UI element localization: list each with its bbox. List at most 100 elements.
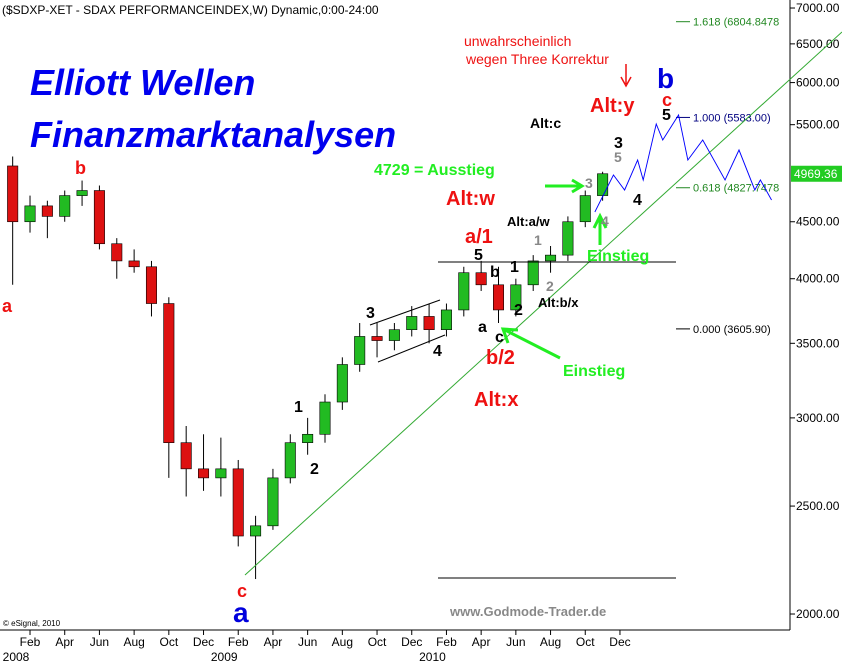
annotation: c bbox=[662, 90, 672, 110]
annotation: 1 bbox=[510, 259, 519, 276]
arrow bbox=[620, 64, 632, 88]
annotation: Einstieg bbox=[587, 248, 649, 265]
x-tick-label: Apr bbox=[55, 635, 74, 649]
candle-body bbox=[388, 329, 400, 341]
y-tick-label: 2000.00 bbox=[796, 607, 840, 621]
candle-body bbox=[145, 266, 157, 304]
y-tick-label: 6000.00 bbox=[796, 76, 840, 90]
annotation: b bbox=[490, 264, 500, 281]
projection-path bbox=[594, 113, 772, 213]
candle-body bbox=[250, 525, 262, 537]
annotation: a bbox=[2, 296, 13, 316]
x-tick-label: Apr bbox=[264, 635, 283, 649]
annotation: 4 bbox=[433, 343, 442, 360]
trend-line bbox=[244, 31, 842, 576]
candle-body bbox=[76, 190, 88, 196]
candle-body bbox=[579, 195, 591, 223]
annotation: 2 bbox=[310, 461, 319, 478]
annotation: 5 bbox=[614, 149, 622, 165]
annotation: 1 bbox=[534, 232, 542, 248]
candle-body bbox=[458, 272, 470, 311]
arrow bbox=[592, 212, 608, 245]
x-tick-label: Oct bbox=[368, 635, 387, 649]
candle-body bbox=[93, 190, 105, 245]
year-label: 2008 bbox=[3, 650, 30, 664]
annotation: b bbox=[75, 158, 86, 178]
last-price-label: 4969.36 bbox=[794, 167, 838, 181]
candle-body bbox=[510, 284, 522, 311]
channel-line bbox=[377, 334, 446, 363]
annotation: Alt:y bbox=[590, 95, 635, 117]
annotation: 3 bbox=[366, 305, 375, 322]
chart-title: ($SDXP-XET - SDAX PERFORMANCEINDEX,W) Dy… bbox=[2, 3, 379, 17]
candle-body bbox=[284, 442, 296, 479]
annotations: Elliott Wellen Finanzmarktanalysen a b c… bbox=[2, 33, 674, 628]
annotation: b bbox=[657, 63, 674, 94]
annotation: a/1 bbox=[465, 226, 493, 248]
candle-body bbox=[336, 364, 348, 403]
annotation: 2 bbox=[514, 302, 523, 319]
candle-body bbox=[41, 205, 53, 217]
annotation: © eSignal, 2010 bbox=[3, 619, 61, 628]
candle-body bbox=[128, 260, 140, 268]
y-tick-label: 4500.00 bbox=[796, 215, 840, 229]
candle-body bbox=[215, 468, 227, 479]
candle-body bbox=[597, 173, 609, 196]
annotation: Alt:c bbox=[530, 115, 561, 131]
annotation: 4 bbox=[633, 192, 642, 209]
x-tick-label: Jun bbox=[298, 635, 317, 649]
arrow bbox=[500, 327, 561, 360]
channel-line bbox=[369, 299, 441, 326]
annotation: 2 bbox=[546, 278, 554, 294]
annotation: Alt:a/w bbox=[507, 214, 551, 229]
annotation: c bbox=[495, 329, 504, 346]
x-tick-label: Dec bbox=[193, 635, 214, 649]
x-tick-label: Dec bbox=[401, 635, 422, 649]
x-tick-label: Jun bbox=[90, 635, 109, 649]
y-tick-label: 3500.00 bbox=[796, 336, 840, 350]
annotation: 4729 = Ausstieg bbox=[374, 162, 495, 179]
candle-body bbox=[371, 336, 383, 341]
candle-body bbox=[163, 303, 175, 443]
fib-label: 0.000 (3605.90) bbox=[693, 324, 771, 336]
candle-body bbox=[354, 336, 366, 365]
x-tick-label: Aug bbox=[540, 635, 561, 649]
annotation: Elliott Wellen bbox=[30, 62, 255, 103]
annotation: 4 bbox=[601, 213, 609, 229]
x-tick-label: Dec bbox=[609, 635, 630, 649]
candle-body bbox=[111, 243, 123, 262]
candle-body bbox=[475, 272, 487, 286]
candle-body bbox=[24, 205, 36, 223]
fib-label: 1.618 (6804.8478 bbox=[693, 17, 779, 29]
annotation: Alt:w bbox=[446, 188, 495, 210]
x-tick-label: Oct bbox=[576, 635, 595, 649]
annotation: a bbox=[233, 597, 249, 628]
annotation: Alt:b/x bbox=[538, 295, 579, 310]
annotation: b/2 bbox=[486, 347, 515, 369]
candle-body bbox=[267, 477, 279, 527]
candle-body bbox=[7, 165, 19, 223]
candle-body bbox=[406, 316, 418, 330]
annotation: Alt:x bbox=[474, 389, 518, 411]
candle-body bbox=[232, 468, 244, 537]
y-tick-label: 6500.00 bbox=[796, 37, 840, 51]
candle-body bbox=[198, 468, 210, 479]
candle-body bbox=[180, 442, 192, 470]
annotation: 1 bbox=[294, 399, 303, 416]
annotation: unwahrscheinlich bbox=[464, 33, 571, 49]
annotation: Finanzmarktanalysen bbox=[30, 114, 396, 155]
year-label: 2009 bbox=[211, 650, 238, 664]
x-tick-label: Aug bbox=[332, 635, 353, 649]
x-tick-label: Feb bbox=[436, 635, 457, 649]
candle-body bbox=[492, 284, 505, 311]
annotation: 3 bbox=[585, 175, 593, 191]
last-price-box bbox=[791, 165, 842, 182]
arrow bbox=[545, 178, 585, 194]
candle-body bbox=[59, 195, 71, 217]
fib-label: 0.618 (4827.7478 bbox=[693, 183, 779, 195]
x-tick-label: Jun bbox=[506, 635, 525, 649]
annotation: wegen Three Korrektur bbox=[465, 51, 609, 67]
x-tick-label: Feb bbox=[20, 635, 41, 649]
